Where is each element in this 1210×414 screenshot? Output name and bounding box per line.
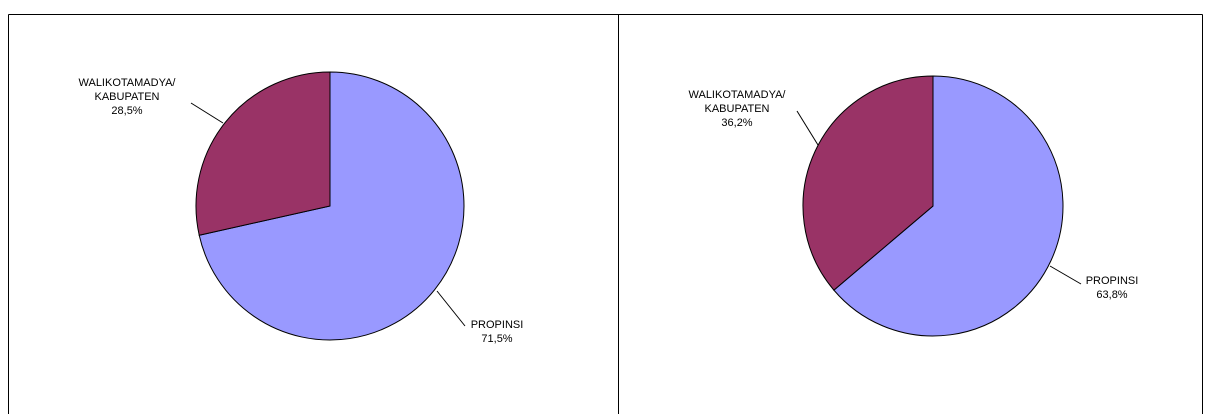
slice-value: 36,2%	[721, 117, 753, 129]
leader-line	[190, 102, 224, 124]
slice-name: WALIKOTAMADYA/ KABUPATEN	[78, 77, 176, 103]
leader-line	[436, 290, 466, 327]
leader-line	[796, 110, 819, 146]
pie-slice	[802, 75, 934, 291]
slice-label: WALIKOTAMADYA/ KABUPATEN 36,2%	[689, 88, 786, 130]
slice-value: 63,8%	[1096, 289, 1128, 301]
slice-label: WALIKOTAMADYA/ KABUPATEN 28,5%	[79, 76, 176, 118]
slice-name: PROPINSI	[470, 319, 524, 331]
slice-name: PROPINSI	[1085, 275, 1139, 287]
slice-name: WALIKOTAMADYA/ KABUPATEN	[688, 89, 786, 115]
leader-line	[1049, 265, 1082, 285]
slice-label: PROPINSI 71,5%	[471, 318, 524, 346]
pie-slice	[833, 75, 1064, 337]
slice-label: PROPINSI 63,8%	[1086, 274, 1139, 302]
slice-value: 28,5%	[111, 105, 143, 117]
slice-value: 71,5%	[481, 333, 513, 345]
pie-slice	[195, 71, 331, 236]
pie-slice	[198, 71, 465, 341]
